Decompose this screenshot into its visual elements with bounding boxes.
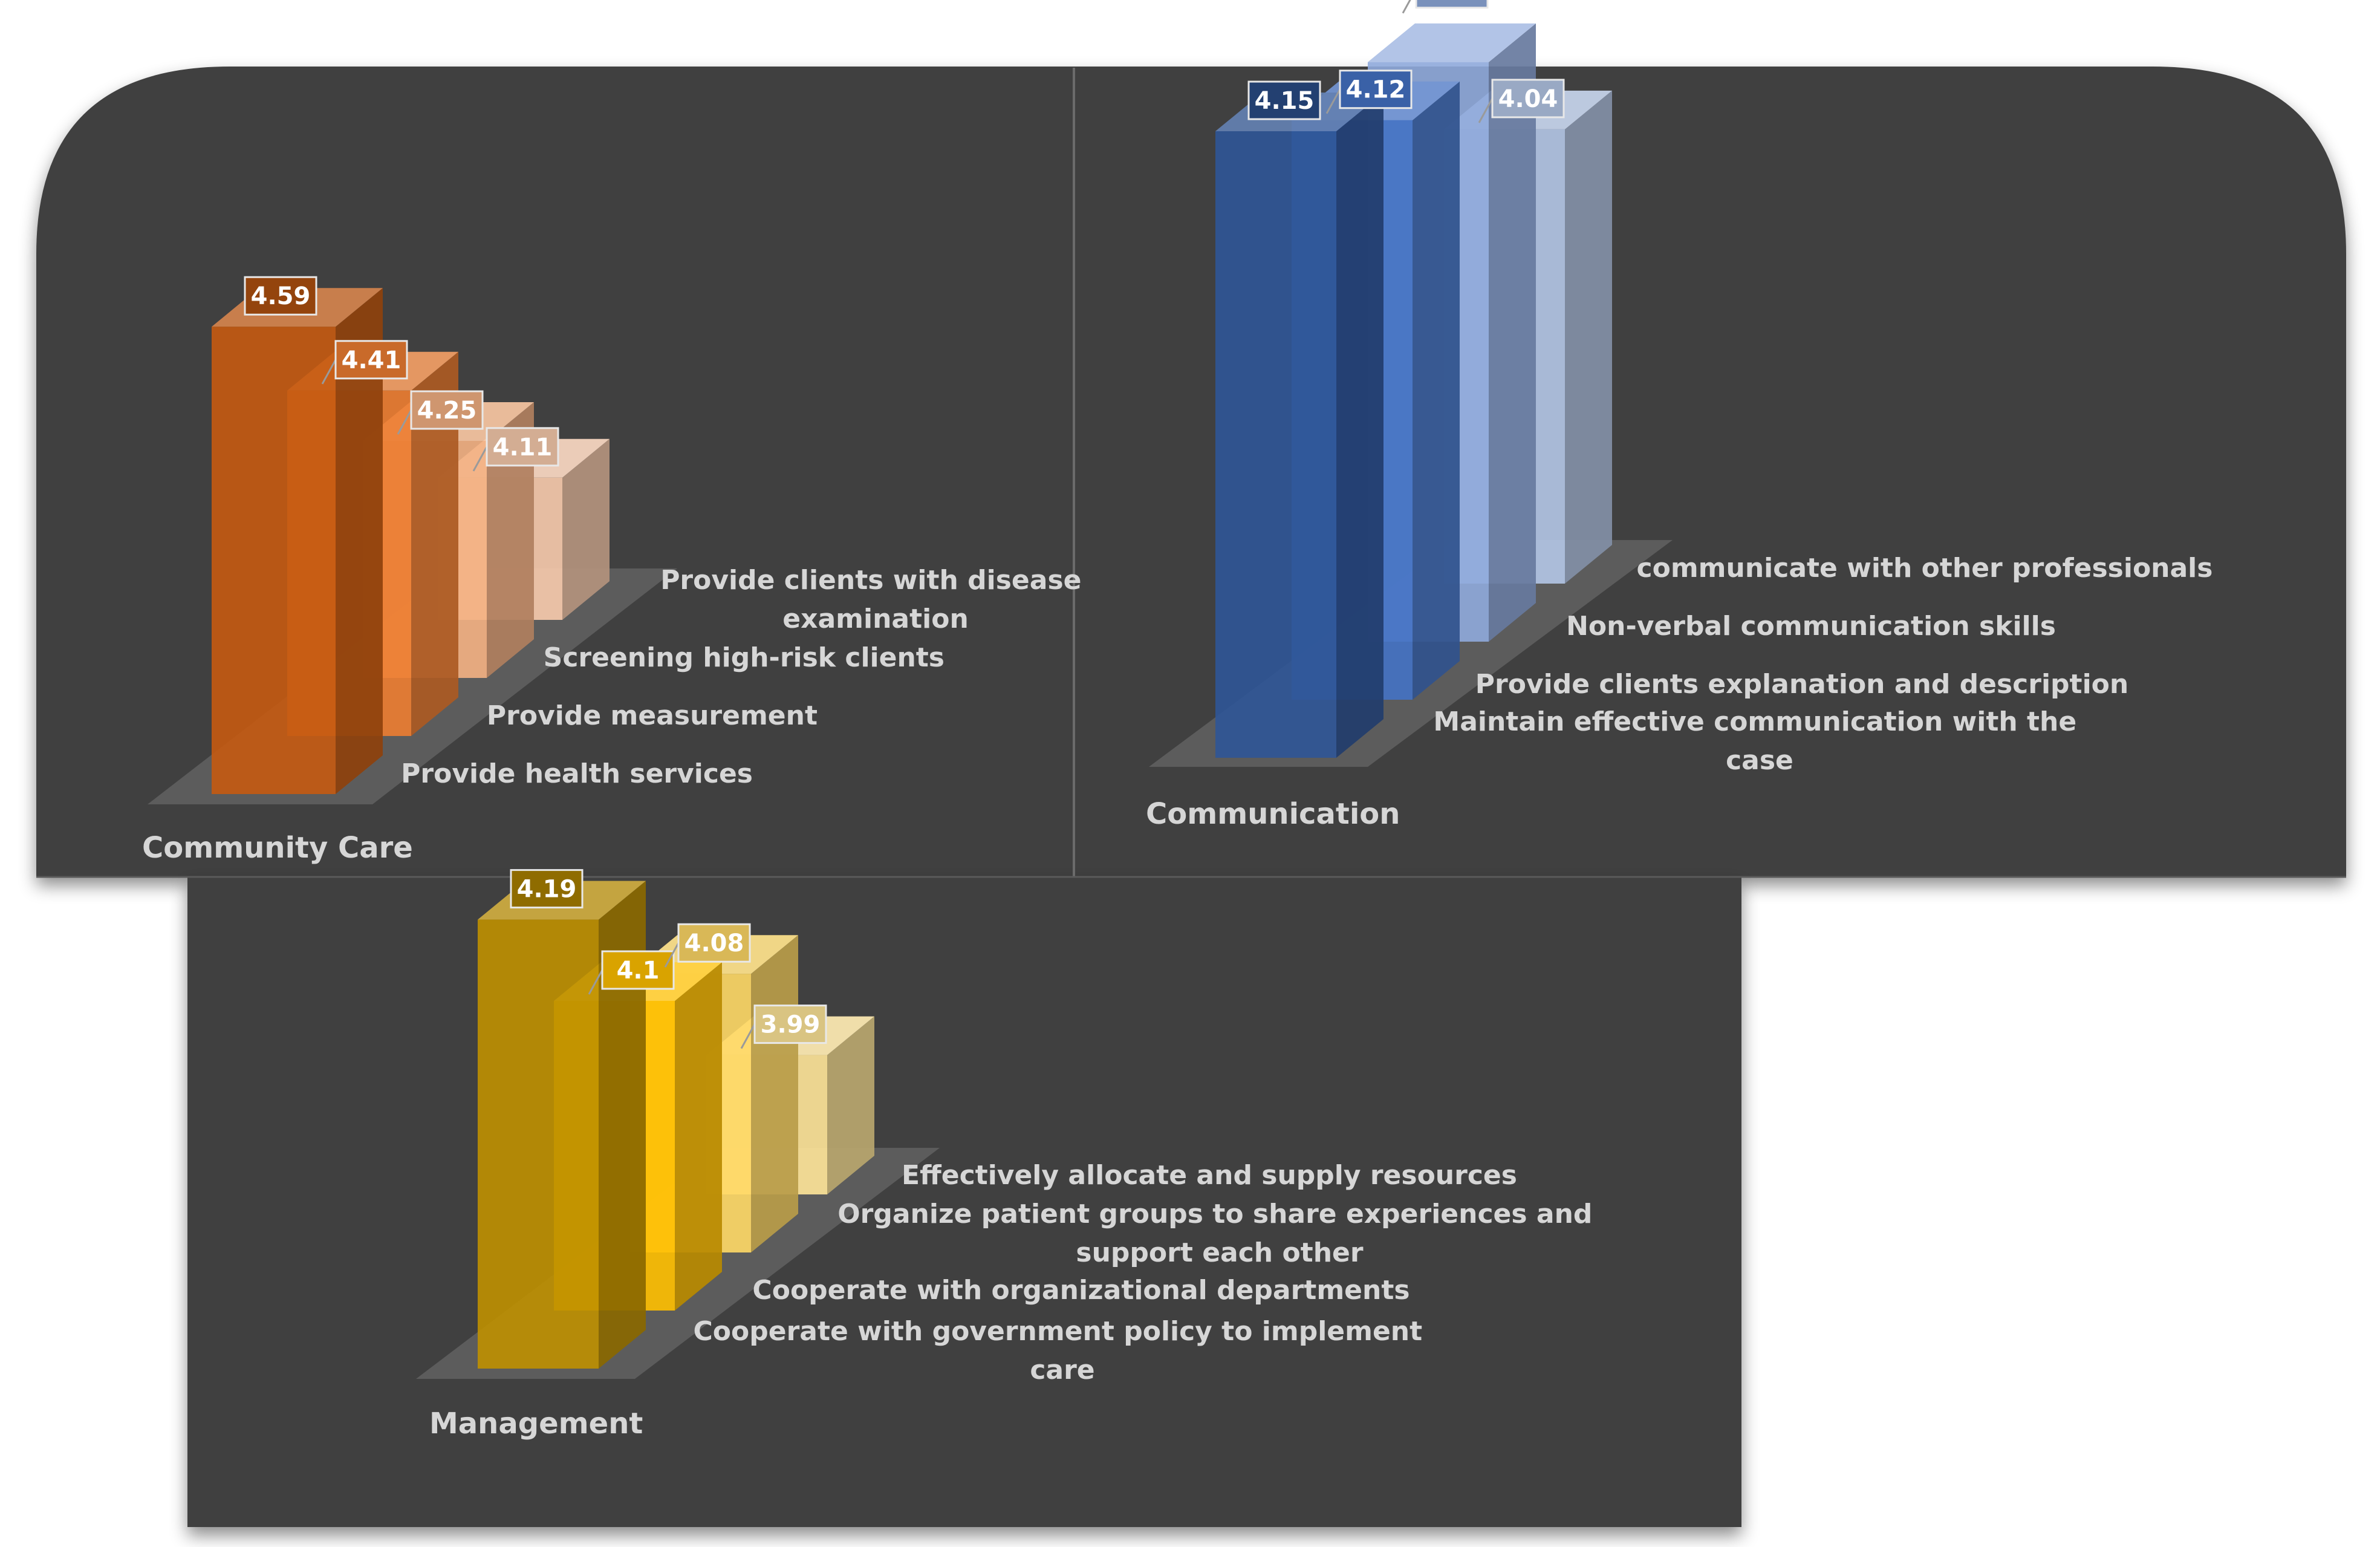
category-label-line: Organize patient groups to share experie… [837, 1199, 1592, 1229]
category-label: Provide clients with disease examination [660, 565, 1091, 634]
data-label: 4.08 [684, 930, 744, 957]
category-label: Provide clients explanation and descript… [1475, 669, 2128, 700]
data-label-group: 4.19 4.1 4.08 3.99 [510, 869, 827, 1049]
data-label-box [1415, 0, 1489, 9]
data-label-box [601, 950, 675, 990]
bar [1215, 131, 1336, 758]
bar [212, 327, 336, 794]
leader-line [472, 446, 488, 472]
category-label: Cooperate with government policy to impl… [694, 1316, 1432, 1386]
category-label-line: Maintain effective communication with th… [1433, 706, 2076, 737]
data-label-box [410, 390, 484, 430]
category-label: Non-verbal communication skills [1566, 611, 2056, 642]
bar [478, 919, 599, 1369]
data-label-box [1491, 79, 1565, 119]
bar-side [599, 881, 646, 1369]
data-label: 4.19 [517, 876, 577, 904]
chart-communication: 4.15 4.12 4.12 4.04 Maintain effective comm… [1146, 0, 2213, 831]
chart-title: Communication [1146, 797, 1400, 831]
chart-management: 4.19 4.1 4.08 3.99 Cooperate with governmen… [416, 869, 1601, 1441]
data-label: 4.04 [1498, 85, 1558, 113]
data-label-box [486, 427, 559, 467]
data-label-box [677, 923, 751, 963]
category-label: Provide measurement [487, 700, 818, 731]
data-label-box [510, 869, 584, 909]
data-label: 3.99 [761, 1011, 821, 1039]
bar-group [478, 881, 874, 1369]
category-label: communicate with other professionals [1637, 553, 2213, 584]
data-label-box [244, 276, 317, 316]
bar-group [212, 288, 610, 794]
data-label: 4.15 [1255, 87, 1315, 115]
bar-side [1489, 23, 1536, 642]
bar-3d [478, 881, 646, 1369]
bottom-panel-background [187, 877, 1741, 1527]
chart-community-care: 4.59 4.41 4.25 4.11 Provide health services… [142, 276, 1091, 865]
leader-line [664, 942, 680, 968]
category-label-line: case [1726, 745, 1793, 776]
leader-line [740, 1023, 756, 1049]
category-label-line: Cooperate with government policy to impl… [694, 1316, 1423, 1347]
bar-side [675, 962, 722, 1311]
top-panel-background [36, 67, 2346, 877]
data-label-group: 4.15 4.12 4.12 4.04 [1247, 0, 1565, 123]
bar-top [1368, 23, 1536, 62]
category-label-line: support each other [1076, 1237, 1363, 1268]
category-label: Organize patient groups to share experie… [837, 1199, 1601, 1268]
bar-side [827, 1016, 874, 1194]
bar-group [1215, 23, 1612, 758]
bar-side [562, 438, 610, 620]
data-label: 4.25 [417, 397, 477, 425]
leader-line [321, 359, 337, 385]
data-label-box [334, 340, 408, 380]
category-label: Provide health services [401, 758, 753, 789]
data-label: 4.1 [617, 957, 660, 985]
category-label-line: Provide clients with disease [660, 565, 1081, 596]
data-label-box [1247, 80, 1321, 120]
category-label: Screening high-risk clients [544, 642, 945, 673]
chart-title: Community Care [142, 831, 413, 865]
data-label-box [1339, 70, 1413, 109]
bar-side [1336, 93, 1383, 758]
bar-side [751, 935, 798, 1252]
data-label: 4.12 [1346, 76, 1406, 104]
data-label-group: 4.59 4.41 4.25 4.11 [244, 276, 559, 472]
data-label: 4.41 [342, 347, 402, 374]
category-label: Cooperate with organizational department… [752, 1275, 1409, 1306]
bar-side [411, 351, 458, 736]
bar-side [1565, 90, 1612, 584]
bar-side [1413, 81, 1460, 700]
data-label: 4.59 [251, 282, 311, 310]
category-label-line: care [1030, 1355, 1094, 1386]
bar-side [487, 402, 534, 678]
bar-side [336, 288, 383, 794]
leader-line [397, 409, 412, 435]
category-label: Effectively allocate and supply resource… [902, 1160, 1517, 1191]
data-label-box [753, 1005, 827, 1044]
category-label: Maintain effective communication with th… [1433, 706, 2086, 776]
leader-line [1478, 98, 1494, 123]
leader-line [1402, 0, 1411, 14]
leader-line [1325, 88, 1341, 114]
leader-line [588, 969, 603, 995]
data-label: 4.12 [1422, 0, 1482, 4]
bar-3d [1215, 93, 1383, 758]
data-label: 4.11 [493, 434, 553, 461]
chart-title: Management [429, 1407, 643, 1441]
category-label-line: examination [782, 604, 969, 634]
